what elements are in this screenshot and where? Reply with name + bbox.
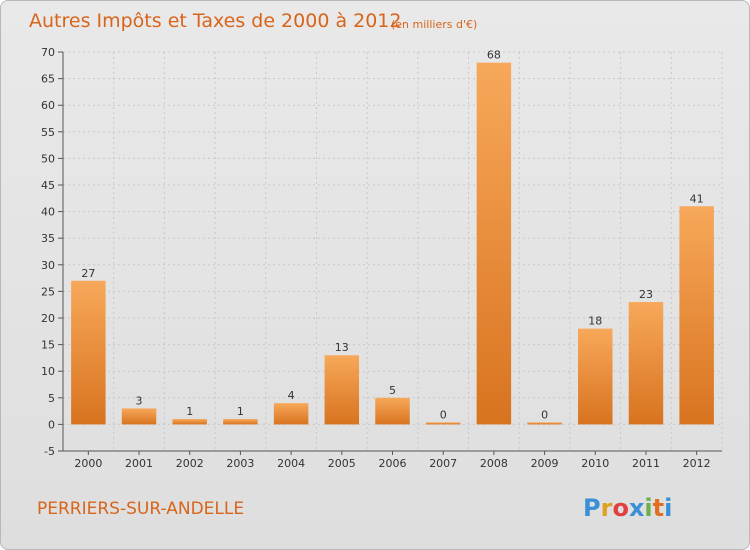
y-tick-label: -5 (44, 445, 55, 458)
value-label-2009: 0 (541, 408, 548, 421)
bar-2002 (172, 419, 207, 425)
y-tick-label: 40 (41, 206, 55, 219)
y-tick-label: 45 (41, 179, 55, 192)
x-tick-label-2001: 2001 (125, 457, 153, 470)
y-tick-label: 20 (41, 312, 55, 325)
logo-letter: i (644, 494, 652, 522)
y-tick-label: 50 (41, 152, 55, 165)
bar-2006 (375, 397, 410, 425)
proxiti-logo: Proxiti (583, 494, 672, 522)
bar-2000 (71, 280, 106, 425)
logo-letter: i (664, 494, 672, 522)
chart-title: Autres Impôts et Taxes de 2000 à 2012 (29, 10, 402, 32)
value-label-2007: 0 (440, 408, 447, 421)
x-tick-label-2005: 2005 (328, 457, 356, 470)
x-tick-label-2004: 2004 (277, 457, 305, 470)
y-tick-label: 35 (41, 232, 55, 245)
bar-2009 (527, 422, 562, 425)
logo-letter: P (583, 494, 601, 522)
x-tick-label-2000: 2000 (74, 457, 102, 470)
x-tick-label-2007: 2007 (429, 457, 457, 470)
value-label-2005: 13 (335, 341, 349, 354)
value-label-2003: 1 (237, 405, 244, 418)
bar-2010 (578, 328, 613, 425)
y-tick-label: 0 (48, 418, 55, 431)
bar-2007 (425, 422, 461, 425)
bar-2003 (223, 419, 258, 425)
chart-subtitle: (en milliers d'€) (391, 18, 477, 31)
y-tick-label: 15 (41, 339, 55, 352)
value-label-2012: 41 (690, 192, 704, 205)
logo-letter: t (653, 494, 664, 522)
y-tick-label: 10 (41, 365, 55, 378)
value-label-2002: 1 (186, 405, 193, 418)
value-label-2008: 68 (487, 49, 501, 62)
y-tick-label: 25 (41, 285, 55, 298)
y-tick-label: 30 (41, 259, 55, 272)
bar-2004 (273, 403, 309, 425)
x-tick-label-2010: 2010 (581, 457, 609, 470)
y-tick-label: 60 (41, 99, 55, 112)
logo-letter: r (601, 494, 613, 522)
value-label-2000: 27 (81, 267, 95, 280)
x-tick-label-2009: 2009 (531, 457, 559, 470)
logo-letter: o (612, 494, 629, 522)
y-tick-label: 70 (41, 46, 55, 59)
value-label-2004: 4 (288, 389, 295, 402)
x-tick-label-2006: 2006 (379, 457, 407, 470)
bar-2005 (324, 355, 360, 425)
y-tick-label: 65 (41, 73, 55, 86)
x-tick-label-2011: 2011 (632, 457, 660, 470)
bar-2011 (628, 302, 664, 425)
gridlines (62, 51, 723, 452)
value-label-2006: 5 (389, 384, 396, 397)
y-tick-label: 5 (48, 392, 55, 405)
x-tick-label-2002: 2002 (176, 457, 204, 470)
bar-2001 (121, 408, 157, 425)
x-tick-label-2012: 2012 (683, 457, 711, 470)
value-label-2010: 18 (588, 315, 602, 328)
commune-name: PERRIERS-SUR-ANDELLE (37, 499, 244, 519)
value-label-2001: 3 (136, 394, 143, 407)
bar-2012 (679, 206, 714, 425)
bars: 27 3 1 1 4 13 5 0 68 0 18 23 41 (71, 49, 714, 425)
value-label-2011: 23 (639, 288, 653, 301)
logo-letter: x (629, 494, 645, 522)
x-tick-label-2003: 2003 (226, 457, 254, 470)
bar-2008 (476, 62, 512, 425)
x-tick-label-2008: 2008 (480, 457, 508, 470)
y-tick-label: 55 (41, 126, 55, 139)
